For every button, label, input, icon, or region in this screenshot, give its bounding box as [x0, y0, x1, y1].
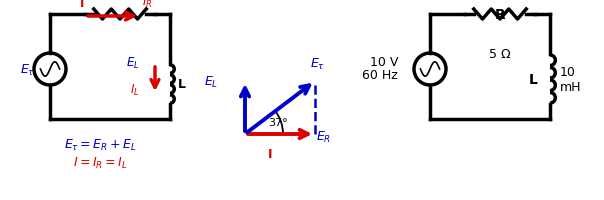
Text: 10 V: 10 V [370, 55, 398, 68]
Text: $E_L$: $E_L$ [126, 55, 140, 70]
Text: 37°: 37° [268, 117, 288, 127]
Text: 5 Ω: 5 Ω [489, 48, 511, 61]
Text: L: L [178, 78, 186, 91]
Text: $E_R$: $E_R$ [316, 129, 331, 144]
Text: L: L [529, 73, 538, 87]
Text: $E_L$: $E_L$ [204, 74, 218, 89]
Text: $I_L$: $I_L$ [130, 82, 140, 97]
Text: $E_τ = E_R + E_L$: $E_τ = E_R + E_L$ [63, 137, 137, 152]
Text: $I = I_R = I_L$: $I = I_R = I_L$ [72, 155, 127, 170]
Text: R: R [495, 8, 506, 22]
Text: 10
mH: 10 mH [560, 66, 582, 94]
Text: $I_R$: $I_R$ [142, 0, 152, 10]
Text: I: I [80, 0, 84, 10]
Text: $E_τ$: $E_τ$ [21, 62, 36, 77]
Text: $E_τ$: $E_τ$ [310, 57, 325, 72]
Text: 60 Hz: 60 Hz [362, 69, 398, 82]
Text: I: I [268, 147, 272, 160]
